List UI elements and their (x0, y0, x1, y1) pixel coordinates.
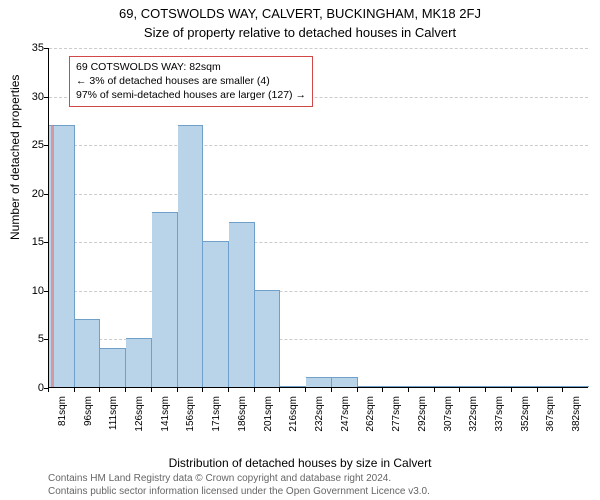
x-tick-label: 232sqm (314, 396, 325, 432)
x-tick-label: 171sqm (211, 396, 222, 432)
chart-title-line1: 69, COTSWOLDS WAY, CALVERT, BUCKINGHAM, … (0, 6, 600, 21)
y-tick-label: 15 (24, 236, 44, 248)
y-tick-mark (44, 145, 48, 146)
bar (152, 212, 178, 387)
bar (255, 290, 281, 387)
x-tick-mark (459, 388, 460, 392)
credit-line2: Contains public sector information licen… (48, 485, 430, 498)
x-tick-mark (279, 388, 280, 392)
y-tick-mark (44, 242, 48, 243)
y-tick-label: 0 (24, 382, 44, 394)
credit-line1: Contains HM Land Registry data © Crown c… (48, 472, 430, 485)
x-tick-label: 262sqm (365, 396, 376, 432)
x-tick-label: 367sqm (545, 396, 556, 432)
x-tick-mark (305, 388, 306, 392)
x-tick-label: 337sqm (494, 396, 505, 432)
chart-title-line2: Size of property relative to detached ho… (0, 25, 600, 40)
x-tick-label: 352sqm (520, 396, 531, 432)
x-tick-mark (99, 388, 100, 392)
x-tick-mark (357, 388, 358, 392)
x-tick-mark (537, 388, 538, 392)
y-tick-mark (44, 97, 48, 98)
bar (460, 386, 486, 387)
y-tick-label: 10 (24, 285, 44, 297)
bar (100, 348, 126, 387)
info-line-larger: 97% of semi-detached houses are larger (… (76, 88, 306, 102)
bar (435, 386, 461, 387)
y-tick-label: 35 (24, 42, 44, 54)
x-tick-label: 292sqm (417, 396, 428, 432)
y-tick-label: 5 (24, 333, 44, 345)
x-tick-mark (331, 388, 332, 392)
info-line-smaller: ← 3% of detached houses are smaller (4) (76, 74, 306, 88)
bar (229, 222, 255, 387)
x-tick-label: 156sqm (185, 396, 196, 432)
bar (486, 386, 512, 387)
x-tick-label: 111sqm (108, 396, 119, 430)
x-tick-label: 247sqm (340, 396, 351, 432)
bar (538, 386, 564, 387)
bar (409, 386, 435, 387)
x-tick-label: 126sqm (134, 396, 145, 432)
x-tick-label: 322sqm (468, 396, 479, 432)
x-tick-label: 81sqm (57, 396, 68, 426)
y-tick-mark (44, 291, 48, 292)
x-tick-mark (382, 388, 383, 392)
x-tick-label: 201sqm (263, 396, 274, 432)
x-tick-mark (48, 388, 49, 392)
gridline (49, 194, 588, 195)
x-tick-label: 307sqm (443, 396, 454, 432)
info-line-property: 69 COTSWOLDS WAY: 82sqm (76, 60, 306, 74)
x-tick-mark (434, 388, 435, 392)
y-tick-label: 25 (24, 139, 44, 151)
bar (512, 386, 538, 387)
x-tick-mark (485, 388, 486, 392)
x-tick-mark (202, 388, 203, 392)
bar (178, 125, 204, 387)
gridline (49, 48, 588, 49)
x-tick-label: 216sqm (288, 396, 299, 432)
x-tick-mark (562, 388, 563, 392)
x-tick-mark (125, 388, 126, 392)
y-tick-mark (44, 339, 48, 340)
y-tick-label: 20 (24, 188, 44, 200)
x-axis-label: Distribution of detached houses by size … (0, 456, 600, 470)
x-tick-label: 141sqm (160, 396, 171, 432)
bar (332, 377, 358, 387)
bar (126, 338, 152, 387)
x-tick-label: 382sqm (571, 396, 582, 432)
x-tick-mark (254, 388, 255, 392)
x-tick-label: 277sqm (391, 396, 402, 432)
x-tick-mark (228, 388, 229, 392)
info-box: 69 COTSWOLDS WAY: 82sqm ← 3% of detached… (69, 56, 313, 107)
x-tick-label: 186sqm (237, 396, 248, 432)
x-tick-mark (177, 388, 178, 392)
y-tick-label: 30 (24, 91, 44, 103)
x-tick-mark (151, 388, 152, 392)
x-tick-mark (74, 388, 75, 392)
plot-area: 69 COTSWOLDS WAY: 82sqm ← 3% of detached… (48, 48, 588, 388)
x-tick-label: 96sqm (83, 396, 94, 426)
bar (306, 377, 332, 387)
credits: Contains HM Land Registry data © Crown c… (48, 472, 430, 498)
gridline (49, 242, 588, 243)
gridline (49, 291, 588, 292)
highlight-marker (51, 125, 54, 387)
y-tick-mark (44, 194, 48, 195)
bar (280, 386, 306, 387)
gridline (49, 145, 588, 146)
x-tick-mark (511, 388, 512, 392)
bar (358, 386, 384, 387)
bar (75, 319, 101, 387)
y-tick-mark (44, 48, 48, 49)
bar (563, 386, 589, 387)
y-axis-label: Number of detached properties (8, 75, 22, 240)
bar (203, 241, 229, 387)
x-tick-mark (408, 388, 409, 392)
bar (383, 386, 409, 387)
